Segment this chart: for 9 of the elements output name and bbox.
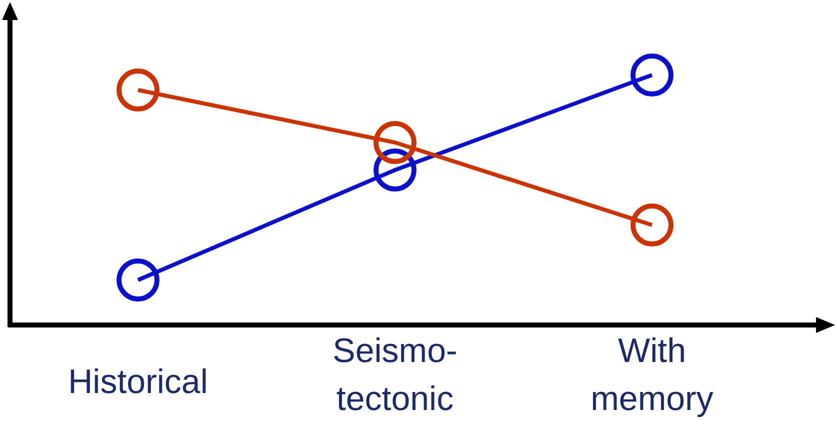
x-tick-label: Seismo-tectonic: [332, 332, 458, 418]
point: [374, 121, 416, 164]
point: [116, 68, 160, 112]
point: [116, 258, 160, 302]
point: [374, 148, 416, 192]
x-tick-label: Historical: [68, 363, 208, 401]
point: [630, 54, 674, 96]
x-tick-label: With memory: [590, 332, 714, 418]
point: [630, 204, 674, 246]
